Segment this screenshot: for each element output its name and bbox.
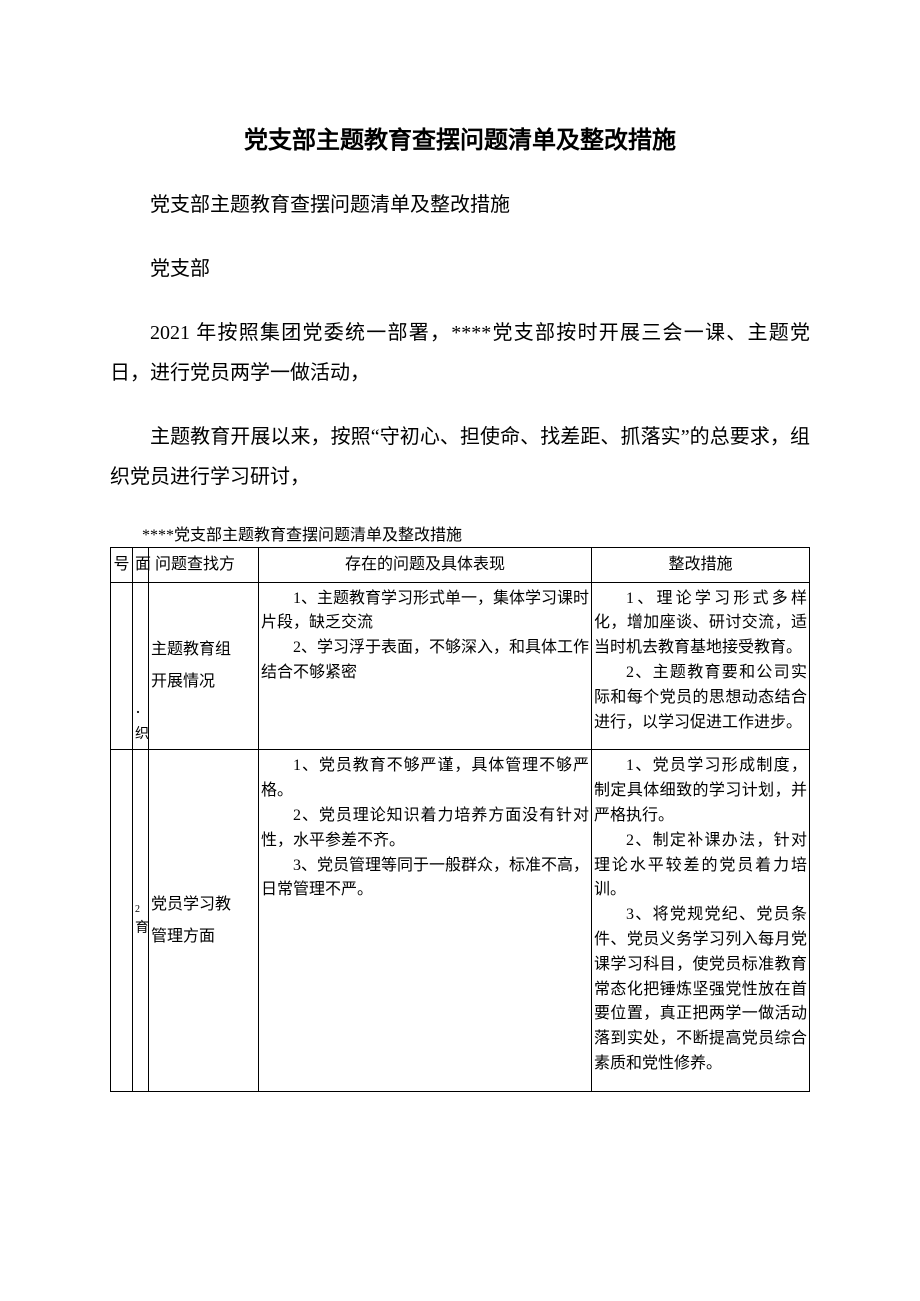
flag-top: 2	[135, 904, 140, 915]
paragraph-4: 主题教育开展以来，按照“守初心、担使命、找差距、抓落实”的总要求，组织党员进行学…	[110, 417, 810, 497]
problem-item: 3、党员管理等同于一般群众，标准不高，日常管理不严。	[261, 854, 589, 904]
cell-seq	[111, 582, 133, 750]
paragraph-2: 党支部	[110, 249, 810, 289]
cell-aspect: 主题教育组 开展情况	[149, 582, 259, 750]
header-flag: 面	[133, 548, 149, 583]
cell-aspect: 党员学习教 管理方面	[149, 750, 259, 1091]
paragraph-3: 2021 年按照集团党委统一部署，****党支部按时开展三会一课、主题党日，进行…	[110, 313, 810, 393]
paragraph-1: 党支部主题教育查摆问题清单及整改措施	[110, 185, 810, 225]
cell-flag: ·织	[133, 582, 149, 750]
problem-item: 1、主题教育学习形式单一，集体学习课时片段，缺乏交流	[261, 587, 589, 637]
cell-problems: 1、党员教育不够严谨，具体管理不够严格。 2、党员理论知识着力培养方面没有针对性…	[259, 750, 592, 1091]
problem-item: 1、党员教育不够严谨，具体管理不够严格。	[261, 754, 589, 804]
cell-seq	[111, 750, 133, 1091]
table-row: 2育 党员学习教 管理方面 1、党员教育不够严谨，具体管理不够严格。 2、党员理…	[111, 750, 810, 1091]
cell-measures: 1、党员学习形成制度，制定具体细致的学习计划，并严格执行。 2、制定补课办法，针…	[592, 750, 810, 1091]
flag-bottom: 育	[135, 921, 149, 936]
measure-item: 3、将党规党纪、党员条件、党员义务学习列入每月党课学习科目，使党员标准教育常态化…	[594, 903, 807, 1077]
document-title: 党支部主题教育查摆问题清单及整改措施	[110, 120, 810, 155]
aspect-line1: 主题教育组	[151, 634, 256, 666]
flag-bottom: 织	[135, 727, 149, 742]
header-seq: 号	[111, 548, 133, 583]
problem-item: 2、党员理论知识着力培养方面没有针对性，水平参差不齐。	[261, 804, 589, 854]
aspect-line2: 开展情况	[151, 666, 256, 698]
measure-item: 1、党员学习形成制度，制定具体细致的学习计划，并严格执行。	[594, 754, 807, 828]
table-row: ·织 主题教育组 开展情况 1、主题教育学习形式单一，集体学习课时片段，缺乏交流…	[111, 582, 810, 750]
measure-item: 2、主题教育要和公司实际和每个党员的思想动态结合进行，以学习促进工作进步。	[594, 661, 807, 735]
cell-measures: 1、理论学习形式多样化，增加座谈、研讨交流，适当时机去教育基地接受教育。 2、主…	[592, 582, 810, 750]
flag-top: ·	[135, 702, 141, 722]
table-header-row: 号 面 问题查找方 存在的问题及具体表现 整改措施	[111, 548, 810, 583]
header-problem: 存在的问题及具体表现	[259, 548, 592, 583]
document-page: 党支部主题教育查摆问题清单及整改措施 党支部主题教育查摆问题清单及整改措施 党支…	[0, 0, 920, 1172]
header-aspect: 问题查找方	[149, 548, 259, 583]
aspect-line1: 党员学习教	[151, 889, 256, 921]
measure-item: 2、制定补课办法，针对理论水平较差的党员着力培训。	[594, 829, 807, 903]
problem-item: 2、学习浮于表面，不够深入，和具体工作结合不够紧密	[261, 636, 589, 686]
problem-table: 号 面 问题查找方 存在的问题及具体表现 整改措施 ·织 主题教育组 开展情况 …	[110, 547, 810, 1092]
cell-flag: 2育	[133, 750, 149, 1091]
aspect-line2: 管理方面	[151, 921, 256, 953]
measure-item: 1、理论学习形式多样化，增加座谈、研讨交流，适当时机去教育基地接受教育。	[594, 587, 807, 661]
cell-problems: 1、主题教育学习形式单一，集体学习课时片段，缺乏交流 2、学习浮于表面，不够深入…	[259, 582, 592, 750]
table-caption: ****党支部主题教育查摆问题清单及整改措施	[110, 521, 810, 545]
header-measure: 整改措施	[592, 548, 810, 583]
